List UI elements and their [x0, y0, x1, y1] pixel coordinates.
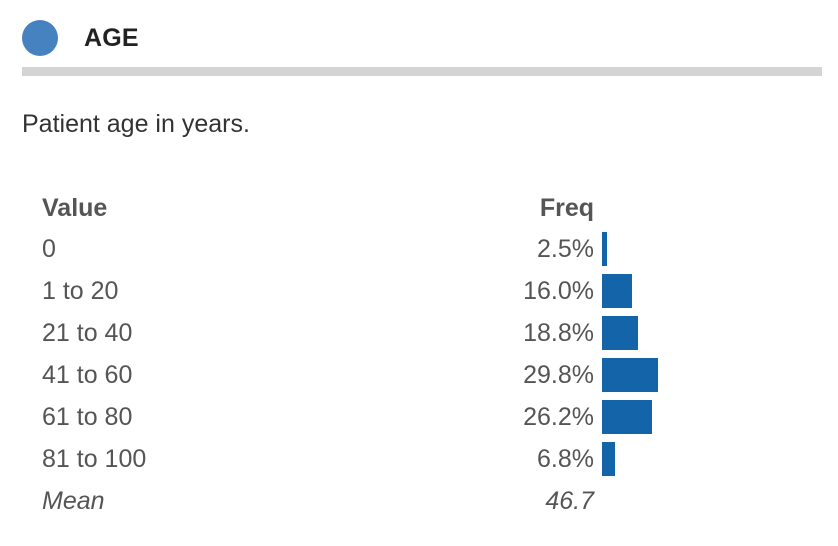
row-freq-label: 2.5% — [537, 235, 594, 263]
freq-bar — [602, 400, 652, 434]
row-value-label: 1 to 20 — [42, 277, 119, 305]
row-value-label: 21 to 40 — [42, 319, 133, 347]
row-freq-label: 16.0% — [523, 277, 594, 305]
variable-header: AGE — [22, 16, 139, 60]
freq-bar — [602, 316, 638, 350]
row-value-label: 0 — [42, 235, 56, 263]
mean-label: Mean — [42, 487, 105, 515]
row-value-label: 41 to 60 — [42, 361, 133, 389]
freq-bar — [602, 274, 633, 308]
row-freq-label: 29.8% — [523, 361, 594, 389]
freq-bar — [602, 442, 615, 476]
freq-bar — [602, 232, 607, 266]
value-column-header: Value — [42, 194, 108, 222]
row-value-label: 81 to 100 — [42, 445, 147, 473]
row-freq-label: 6.8% — [537, 445, 594, 473]
variable-dot-icon — [22, 20, 58, 56]
row-freq-label: 18.8% — [523, 319, 594, 347]
freq-column-header: Freq — [539, 194, 594, 222]
row-value-label: 61 to 80 — [42, 403, 133, 431]
header-divider — [22, 67, 822, 76]
mean-value: 46.7 — [545, 487, 594, 515]
variable-description: Patient age in years. — [22, 110, 250, 138]
variable-title: AGE — [84, 23, 139, 52]
freq-bar — [602, 358, 659, 392]
row-freq-label: 26.2% — [523, 403, 594, 431]
